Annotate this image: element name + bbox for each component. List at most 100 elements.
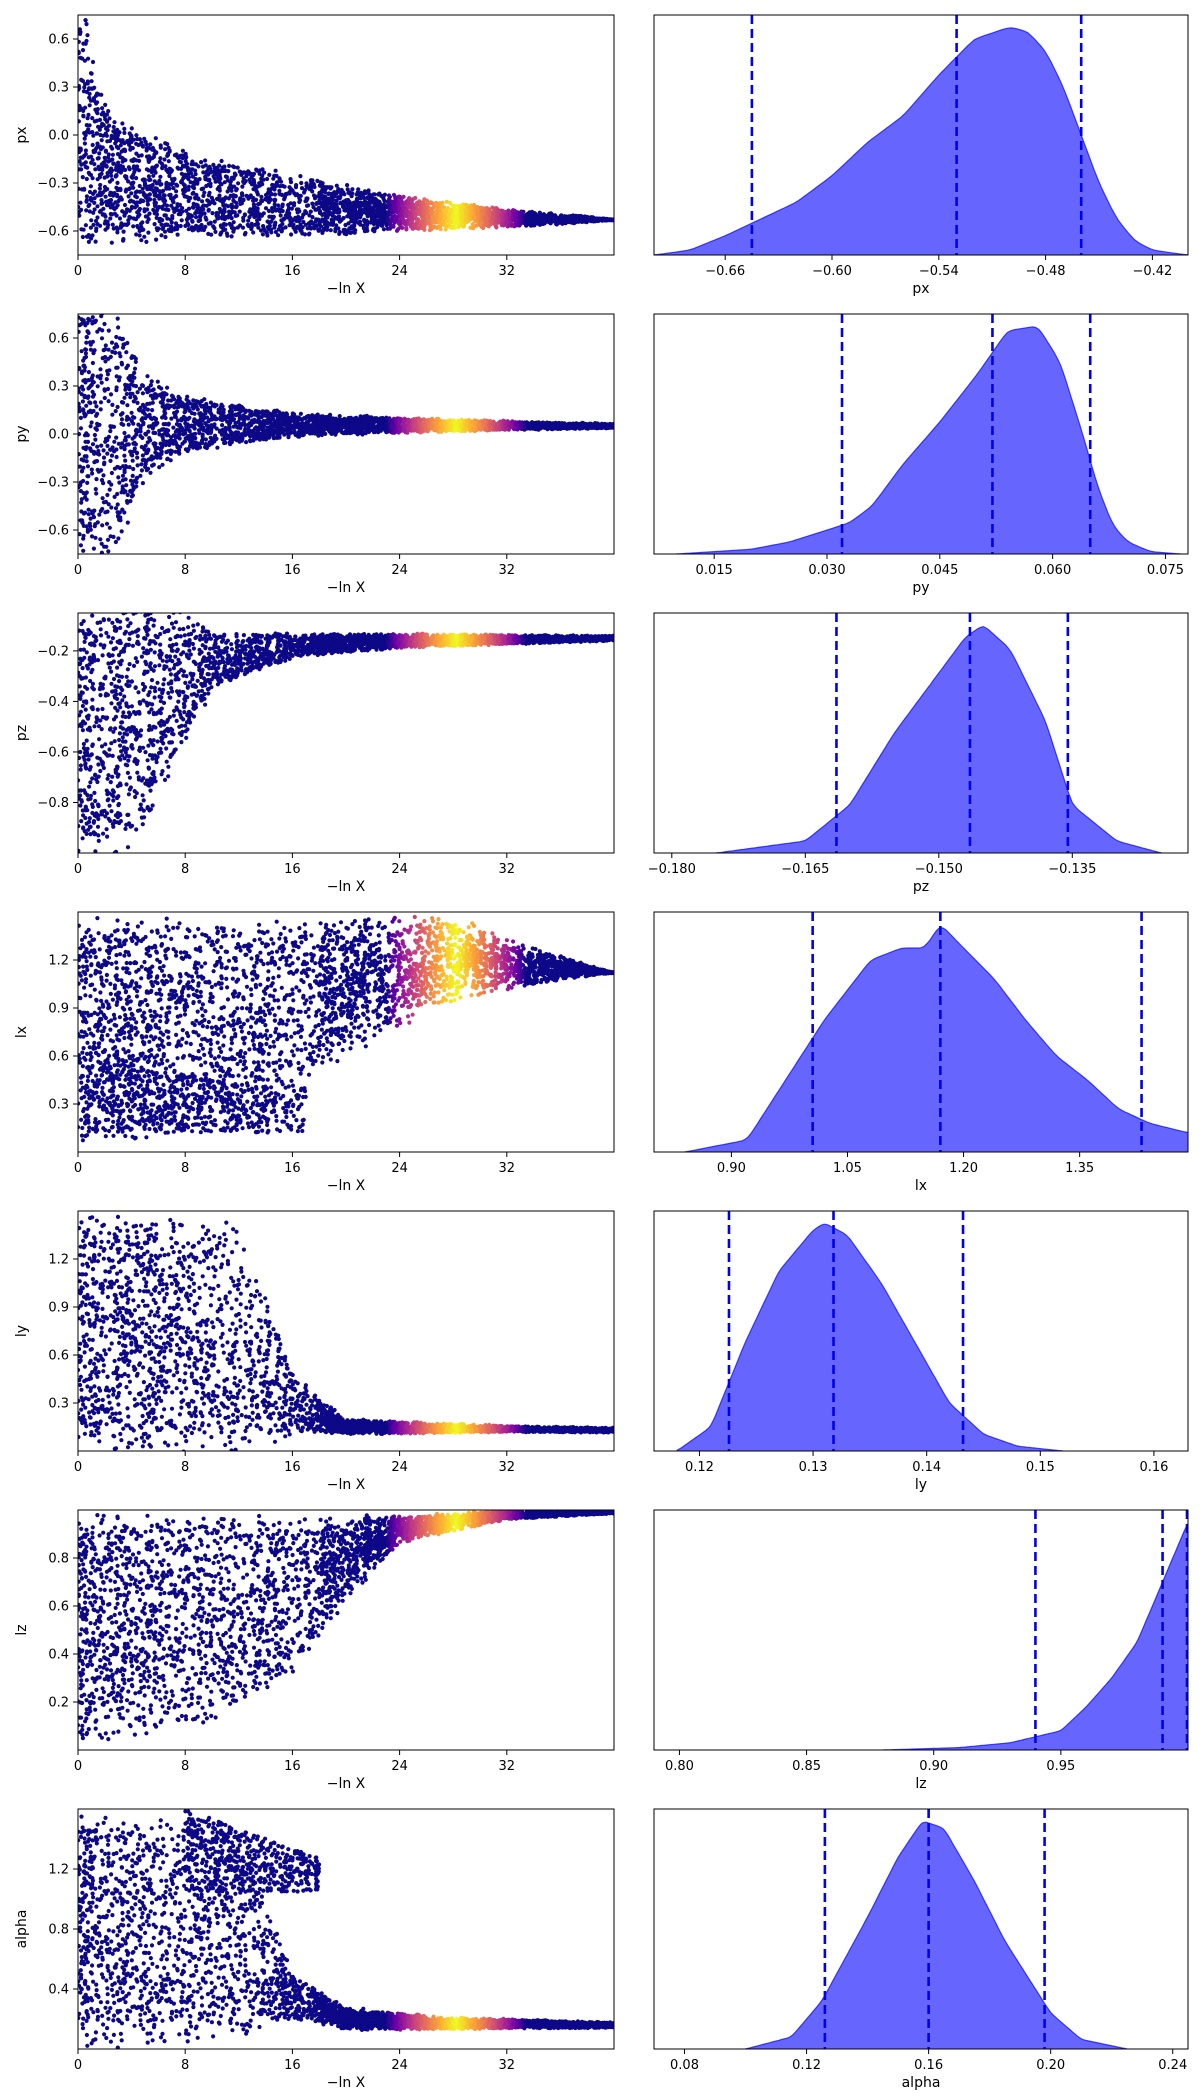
trace-point (144, 195, 149, 201)
trace-point (108, 424, 113, 429)
trace-point (317, 198, 322, 203)
trace-point (107, 525, 112, 530)
trace-point (438, 223, 443, 228)
trace-point (101, 455, 107, 460)
trace-point (81, 41, 86, 46)
trace-point (144, 167, 149, 172)
trace-point (91, 97, 97, 102)
trace-point (265, 176, 270, 182)
trace-point (278, 179, 284, 184)
trace-point (190, 174, 195, 179)
trace-point (227, 179, 233, 184)
trace-point (114, 205, 119, 210)
trace-point (380, 193, 385, 199)
trace-point (431, 225, 436, 230)
trace-point (78, 108, 82, 113)
density-px-frame (653, 14, 1189, 256)
trace-point (251, 202, 256, 207)
trace-point (282, 197, 287, 202)
trace-point (80, 48, 86, 53)
trace-point (148, 383, 153, 388)
trace-point (84, 176, 89, 182)
trace-point (325, 214, 330, 219)
trace-point (555, 215, 560, 221)
trace-point (101, 206, 106, 211)
trace-point (120, 167, 125, 173)
trace-point (406, 201, 411, 206)
trace-point (242, 232, 247, 237)
trace-point (111, 226, 116, 231)
trace-point (193, 172, 198, 177)
trace-point (231, 199, 237, 204)
trace-point (117, 130, 122, 135)
trace-point (203, 215, 208, 220)
trace-point (499, 212, 504, 218)
trace-point (391, 192, 397, 198)
trace-point (140, 453, 145, 458)
trace-point (413, 195, 418, 201)
trace-point (255, 206, 260, 211)
trace-point (101, 163, 106, 168)
trace-point (153, 170, 158, 175)
trace-point (142, 192, 147, 197)
trace-point (146, 157, 151, 162)
trace-point (340, 204, 346, 209)
trace-point (190, 218, 195, 223)
trace-point (107, 179, 112, 184)
trace-point (99, 191, 104, 196)
trace-point (394, 228, 400, 233)
trace-point (160, 226, 165, 231)
trace-point (103, 102, 108, 107)
trace-point (111, 124, 116, 130)
trace-point (78, 159, 82, 164)
trace-point (324, 226, 329, 231)
trace-point (122, 430, 127, 436)
trace-point (172, 227, 177, 232)
trace-point (226, 204, 231, 209)
trace-point (208, 170, 213, 175)
trace-point (112, 120, 117, 125)
trace-point (225, 233, 230, 238)
trace-point (272, 192, 278, 197)
trace-point (146, 174, 151, 179)
trace-point (101, 473, 106, 478)
trace-point (87, 209, 92, 214)
trace-point (295, 192, 300, 197)
trace-point (150, 182, 155, 188)
trace-point (343, 222, 348, 228)
trace-point (240, 184, 245, 189)
trace-point (289, 206, 294, 211)
trace-point (87, 103, 92, 108)
trace-point (164, 203, 170, 208)
trace-point (310, 201, 315, 206)
trace-point (115, 491, 120, 497)
trace-point (105, 174, 110, 179)
trace-point (306, 232, 312, 237)
trace-point (85, 81, 90, 86)
trace-point (610, 218, 614, 223)
trace-point (222, 440, 227, 446)
trace-point (158, 455, 163, 460)
trace-point (79, 167, 84, 172)
trace-point (146, 217, 151, 222)
trace-point (189, 167, 194, 173)
trace-point (114, 435, 119, 440)
trace-point (206, 207, 211, 212)
trace-point (188, 195, 193, 201)
trace-point (223, 222, 228, 227)
trace-point (510, 208, 516, 213)
trace-point (172, 414, 177, 419)
trace-point (454, 204, 459, 210)
trace-point (272, 202, 277, 207)
trace-point (78, 87, 81, 92)
trace-point (174, 194, 179, 199)
trace-point (127, 199, 132, 204)
trace-point (98, 367, 103, 372)
trace-point (146, 424, 152, 429)
trace-point (95, 177, 100, 182)
trace-point (130, 175, 135, 180)
trace-point (157, 192, 162, 198)
trace-point (91, 222, 96, 227)
trace-point (83, 148, 88, 153)
trace-point (122, 453, 127, 458)
